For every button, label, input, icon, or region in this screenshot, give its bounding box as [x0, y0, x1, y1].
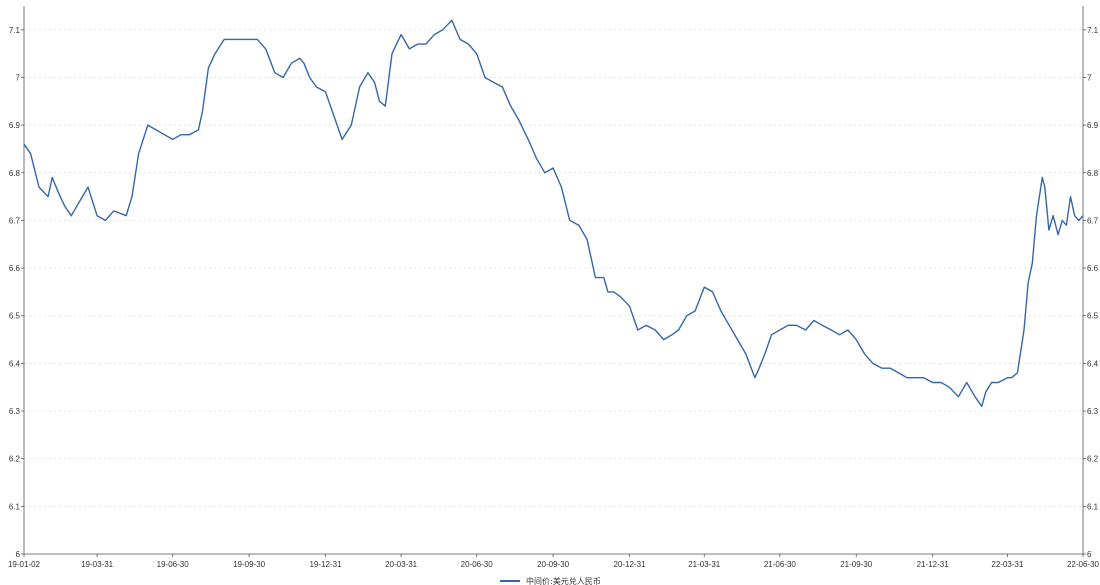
y-tick-label-left: 7.1: [9, 26, 21, 35]
y-tick-label-right: 7: [1087, 73, 1092, 82]
y-tick-label-left: 6.3: [9, 407, 21, 416]
y-tick-label-right: 7.1: [1087, 26, 1099, 35]
x-tick-label: 19-09-30: [233, 560, 266, 569]
y-axis-left-tick-labels: 6 6.1 6.2 6.3 6.4 6.5 6.6 6.7 6.8 6.9 7 7.1: [9, 26, 21, 559]
x-tick-label: 22-03-31: [991, 560, 1024, 569]
y-tick-label-left: 6: [16, 550, 21, 559]
axes: [21, 6, 1086, 557]
x-tick-label: 19-12-31: [309, 560, 342, 569]
y-tick-label-right: 6.9: [1087, 121, 1099, 130]
y-tick-label-left: 6.8: [9, 169, 21, 178]
series-line: [23, 19, 1084, 407]
x-tick-label: 21-03-31: [688, 560, 721, 569]
y-tick-label-left: 6.5: [9, 312, 21, 321]
y-tick-label-right: 6.7: [1087, 216, 1099, 225]
legend-label: 中间价:美元兑人民币: [526, 576, 601, 585]
x-tick-label: 21-09-30: [840, 560, 873, 569]
y-tick-label-right: 6.4: [1087, 359, 1099, 368]
y-tick-label-left: 7: [16, 73, 21, 82]
x-tick-label: 20-12-31: [613, 560, 646, 569]
x-tick-label: 19-01-02: [8, 560, 41, 569]
series-layer: [23, 19, 1084, 407]
y-tick-label-right: 6: [1087, 550, 1092, 559]
y-tick-label-left: 6.7: [9, 216, 21, 225]
x-tick-label: 20-03-31: [385, 560, 418, 569]
y-tick-label-right: 6.1: [1087, 502, 1099, 511]
y-tick-label-right: 6.3: [1087, 407, 1099, 416]
y-tick-label-left: 6.9: [9, 121, 21, 130]
x-tick-label: 20-09-30: [537, 560, 570, 569]
y-tick-label-right: 6.6: [1087, 264, 1099, 273]
x-tick-label: 21-06-30: [764, 560, 797, 569]
gridlines: [24, 29, 1083, 507]
x-tick-label: 19-03-31: [81, 560, 114, 569]
x-tick-label: 22-06-30: [1067, 560, 1100, 569]
y-tick-label-right: 6.2: [1087, 455, 1099, 464]
y-tick-label-left: 6.2: [9, 455, 21, 464]
x-axis-tick-labels: 19-01-02 19-03-31 19-06-30 19-09-30 19-12-31…: [8, 560, 1100, 569]
legend[interactable]: 中间价:美元兑人民币: [500, 576, 601, 585]
y-axis-right-tick-labels: 6 6.1 6.2 6.3 6.4 6.5 6.6 6.7 6.8 6.9 7 7.1: [1087, 26, 1099, 559]
y-tick-label-right: 6.8: [1087, 169, 1099, 178]
y-tick-label-left: 6.6: [9, 264, 21, 273]
x-tick-label: 19-06-30: [157, 560, 190, 569]
x-tick-label: 20-06-30: [461, 560, 494, 569]
y-tick-label-right: 6.5: [1087, 312, 1099, 321]
x-tick-label: 21-12-31: [917, 560, 950, 569]
y-tick-label-left: 6.4: [9, 359, 21, 368]
y-tick-label-left: 6.1: [9, 502, 21, 511]
